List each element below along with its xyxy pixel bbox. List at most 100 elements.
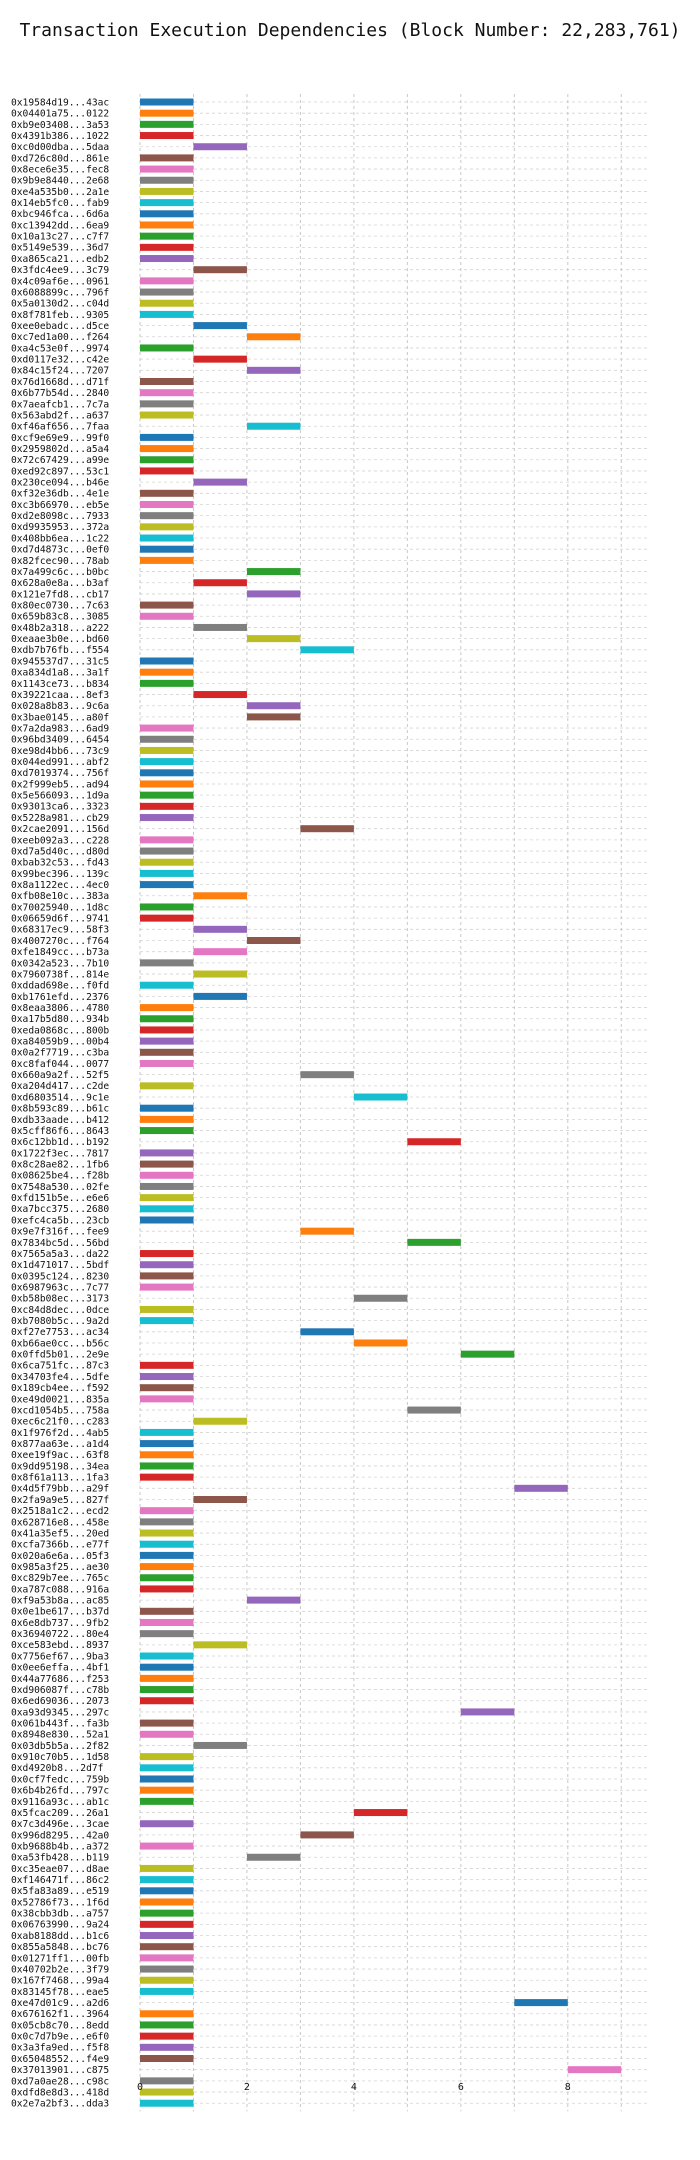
transaction-label: 0x9e7f316f...fee9 [11,1227,109,1238]
dependency-bar [140,914,194,922]
transaction-label: 0x7565a5a3...da22 [11,1249,109,1260]
dependency-bar [140,814,194,822]
transaction-label: 0x855a5848...bc76 [11,1942,109,1953]
dependency-bar [140,1898,194,1906]
dependency-bar [140,299,194,307]
dependency-bar [140,210,194,218]
transaction-label: 0x04401a75...0122 [11,109,109,120]
dependency-bar [140,500,194,508]
transaction-label: 0xa834d1a8...3a1f [11,668,109,679]
transaction-label: 0xd2e8098c...7933 [11,511,109,522]
dependency-bar [407,1238,461,1246]
transaction-label: 0x1f976f2d...4ab5 [11,1428,109,1439]
transaction-label: 0xd6803514...9c1e [11,1092,109,1103]
dependency-bar [407,1138,461,1146]
transaction-label: 0xe49d0021...835a [11,1394,109,1405]
dependency-bar [353,1294,408,1302]
dependency-bar [140,1551,194,1559]
dependency-bar [140,1775,194,1783]
dependency-bar [140,221,194,229]
dependency-bars [140,98,622,2107]
transaction-label: 0x6088899c...796f [11,287,109,298]
dependency-bar [140,1171,194,1179]
dependency-bar [140,1864,194,1872]
dependency-bar [300,1227,354,1235]
transaction-label: 0x121e7fd8...cb17 [11,589,109,600]
transaction-label: 0xe4a535b0...2a1e [11,187,109,198]
dependency-bar [140,2043,194,2051]
transaction-label: 0xb9688b4b...a372 [11,1841,109,1852]
transaction-label: 0x19584d19...43ac [11,97,109,108]
transaction-label: 0x628716e8...458e [11,1517,109,1528]
transaction-label: 0x36940722...80e4 [11,1629,109,1640]
dependency-bar [300,1328,354,1336]
dependency-bar [140,243,194,251]
dependency-bar [567,2066,622,2074]
transaction-label: 0xa865ca21...edb2 [11,254,109,265]
transaction-label: 0x7aeafcb1...7c7a [11,399,109,410]
transaction-label: 0xf9a53b8a...ac85 [11,1596,109,1607]
dependency-bar [140,165,194,173]
transaction-label: 0x8f781feb...9305 [11,310,109,321]
dependency-bar [193,1741,247,1749]
dependency-bar [246,366,301,374]
dependency-bar [193,970,247,978]
dependency-bar [140,1115,194,1123]
transaction-label: 0x3a3fa9ed...f5f8 [11,2043,109,2054]
dependency-bar [140,1607,194,1615]
transaction-label: 0xa204d417...c2de [11,1081,109,1092]
dependency-bar [140,612,194,620]
dependency-bar [140,791,194,799]
dependency-bar [140,534,194,542]
dependency-bar [246,702,301,710]
transaction-label: 0xd7a5d40c...d80d [11,846,109,857]
transaction-label: 0x06763990...9a24 [11,1920,109,1931]
transaction-label: 0x5cff86f6...8643 [11,1126,109,1137]
transaction-label: 0x08625be4...f28b [11,1171,109,1182]
x-axis-ticks: 0 2 4 6 8 [137,2082,571,2093]
transaction-label: 0xfe1849cc...b73a [11,947,109,958]
transaction-label: 0xddad698e...f0fd [11,981,109,992]
transaction-label: 0xdb7b76fb...f554 [11,645,109,656]
dependency-bar [246,590,301,598]
dependency-bar [514,1999,568,2007]
transaction-label: 0xfb08e10c...383a [11,891,109,902]
dependency-bar [140,310,194,318]
transaction-label: 0x628a0e8a...b3af [11,578,109,589]
dependency-bar [140,1630,194,1638]
dependency-bar [140,657,194,665]
dependency-bar [193,623,247,631]
transaction-label: 0x6b4b26fd...797c [11,1786,109,1797]
transaction-label: 0x06659d6f...9741 [11,914,109,925]
dependency-bar [140,187,194,195]
dependency-bar [193,1417,247,1425]
transaction-label: 0xa787c088...916a [11,1584,109,1595]
transaction-label: 0x2959802d...a5a4 [11,444,109,455]
transaction-label: 0x189cb4ee...f592 [11,1383,109,1394]
dependency-bar [140,1026,194,1034]
dependency-bar [140,277,194,285]
dependency-bar [140,1205,194,1213]
dependency-bar [140,1127,194,1135]
transaction-label: 0x660a9a2f...52f5 [11,1070,109,1081]
transaction-label: 0xf27e7753...ac34 [11,1327,109,1338]
transaction-label: 0xdb33aade...b412 [11,1115,109,1126]
transaction-label: 0xa53fb428...b119 [11,1853,109,1864]
transaction-label: 0x6b77b54d...2840 [11,388,109,399]
transaction-label: 0xce583ebd...8937 [11,1640,109,1651]
transaction-label: 0x8c28ae82...1fb6 [11,1160,109,1171]
dependency-bar [140,1428,194,1436]
dependency-bar [140,2055,194,2062]
transaction-label: 0xc13942dd...6ea9 [11,220,109,231]
dependency-bar [140,389,194,397]
transaction-label: 0x985a3f25...ae30 [11,1562,109,1573]
dependency-bar [140,456,194,464]
dependency-bar [140,199,194,207]
dependency-bar [246,937,301,944]
dependency-bar [140,556,194,564]
transaction-label: 0xa84059b9...00b4 [11,1037,109,1048]
dependency-bar [140,1507,194,1515]
transaction-label: 0xd7019374...756f [11,768,109,779]
dependency-bar [193,1496,247,1503]
transaction-label: 0xc0d00dba...5daa [11,142,109,153]
